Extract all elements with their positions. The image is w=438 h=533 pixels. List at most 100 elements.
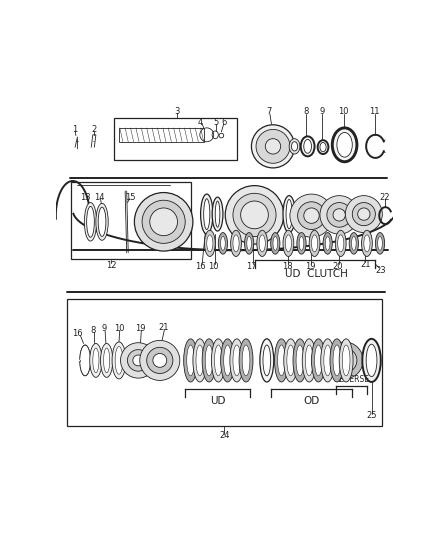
Ellipse shape [100,343,113,377]
Ellipse shape [378,237,382,251]
Ellipse shape [204,199,210,230]
Ellipse shape [87,206,94,237]
Ellipse shape [275,339,288,382]
Text: 8: 8 [304,107,309,116]
Ellipse shape [247,237,251,251]
Ellipse shape [339,339,353,382]
Ellipse shape [296,345,304,376]
Ellipse shape [230,339,244,382]
Ellipse shape [212,339,225,382]
Ellipse shape [231,230,241,256]
Circle shape [332,348,357,373]
Ellipse shape [224,345,231,376]
Ellipse shape [324,345,332,376]
Ellipse shape [196,345,204,376]
Circle shape [134,192,193,251]
Text: 2: 2 [92,125,97,134]
Ellipse shape [202,339,216,382]
Ellipse shape [297,232,306,254]
Ellipse shape [205,230,215,256]
Circle shape [333,209,346,221]
Ellipse shape [212,197,223,231]
Ellipse shape [184,339,198,382]
Ellipse shape [293,339,307,382]
Text: 9: 9 [102,325,107,333]
Bar [71,182,191,259]
Ellipse shape [93,348,99,373]
Text: REVERSE: REVERSE [334,375,369,384]
Circle shape [320,196,358,234]
Ellipse shape [278,345,285,376]
Text: 15: 15 [125,192,136,201]
Ellipse shape [311,235,318,252]
Bar [67,299,381,426]
Ellipse shape [257,230,268,256]
Ellipse shape [361,230,372,256]
Ellipse shape [283,196,295,232]
Text: 11: 11 [369,107,380,116]
Ellipse shape [221,237,225,251]
Circle shape [142,200,185,244]
Ellipse shape [352,237,356,251]
Circle shape [133,355,144,366]
Ellipse shape [299,237,304,251]
Ellipse shape [215,345,222,376]
Ellipse shape [321,339,335,382]
Ellipse shape [301,136,314,156]
Circle shape [256,130,290,163]
Text: 21: 21 [159,323,169,332]
Ellipse shape [318,140,328,154]
Bar [119,128,204,142]
Text: UD: UD [210,396,225,406]
Circle shape [327,203,352,227]
Text: 24: 24 [219,431,230,440]
Ellipse shape [244,232,254,254]
Circle shape [358,208,370,220]
Text: 7: 7 [266,107,272,116]
Ellipse shape [375,232,385,254]
Circle shape [120,343,156,378]
Circle shape [150,208,177,236]
Ellipse shape [285,235,291,252]
Ellipse shape [289,139,300,154]
Ellipse shape [259,235,265,252]
Ellipse shape [98,207,106,237]
Text: 17: 17 [246,262,257,271]
Ellipse shape [366,344,377,377]
Ellipse shape [330,339,344,382]
Ellipse shape [320,142,326,152]
Text: 6: 6 [221,118,226,127]
Text: 23: 23 [375,266,386,275]
Circle shape [147,348,173,374]
Ellipse shape [337,133,352,157]
Text: 16: 16 [195,262,206,271]
Text: UD  CLUTCH: UD CLUTCH [285,269,347,279]
Text: 5: 5 [213,118,219,127]
Text: 14: 14 [95,192,105,201]
Ellipse shape [263,345,271,376]
Ellipse shape [218,232,228,254]
Ellipse shape [205,345,213,376]
Ellipse shape [85,203,97,241]
Ellipse shape [342,345,350,376]
Ellipse shape [201,194,213,234]
Text: 3: 3 [174,107,180,116]
Ellipse shape [90,343,102,377]
Ellipse shape [207,235,213,252]
Circle shape [304,208,319,223]
Ellipse shape [242,345,250,376]
Circle shape [290,194,333,237]
Ellipse shape [239,339,253,382]
Ellipse shape [233,345,240,376]
Circle shape [352,203,375,225]
Ellipse shape [325,237,330,251]
Circle shape [225,185,284,244]
Text: 19: 19 [135,324,146,333]
Text: OD: OD [304,396,320,406]
Circle shape [240,201,268,229]
Text: 25: 25 [366,411,377,421]
Text: 19: 19 [305,262,315,271]
Circle shape [127,350,149,371]
Ellipse shape [323,232,332,254]
Ellipse shape [112,342,126,379]
